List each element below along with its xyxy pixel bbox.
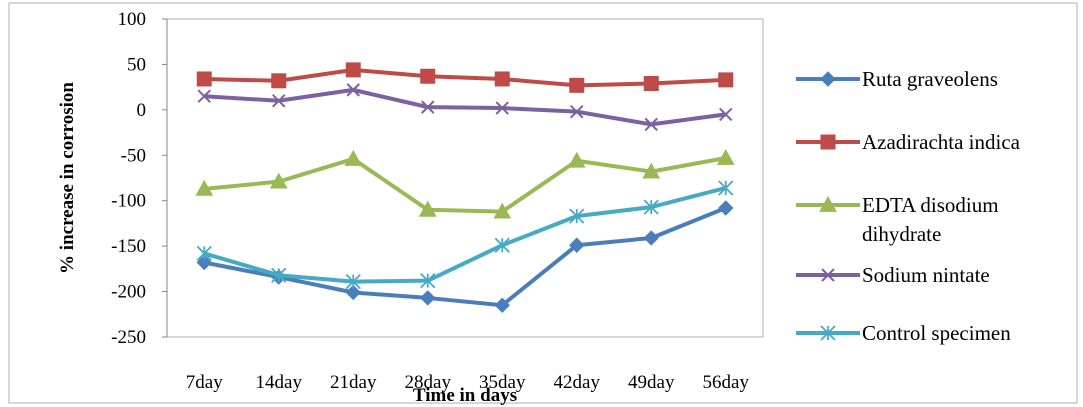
data-point — [567, 151, 586, 168]
data-point — [642, 162, 661, 179]
chart-frame — [8, 2, 1078, 404]
data-point — [272, 94, 286, 108]
y-tick-label: -100 — [111, 191, 146, 212]
data-point — [569, 237, 585, 253]
series-3 — [197, 83, 733, 132]
series-line — [204, 156, 727, 214]
data-point — [569, 208, 585, 224]
data-point — [718, 72, 734, 88]
series-1 — [196, 62, 734, 93]
series-4 — [196, 180, 734, 290]
x-tick-label: 7day — [186, 372, 223, 393]
legend-marker — [819, 195, 837, 212]
data-point — [643, 230, 659, 246]
data-point — [345, 273, 361, 290]
data-point — [420, 68, 436, 84]
legend-item: Sodium nintate — [796, 263, 990, 287]
series-line — [204, 87, 727, 127]
legend-label: Ruta graveolens — [862, 67, 998, 91]
data-point — [718, 200, 734, 216]
data-point — [269, 172, 288, 189]
data-point — [494, 297, 510, 313]
data-point — [718, 180, 734, 196]
legend-marker — [820, 134, 836, 150]
y-tick-label: 0 — [137, 100, 147, 121]
legend-label: EDTA disodium — [862, 193, 999, 217]
data-point — [346, 83, 360, 97]
data-point — [643, 199, 659, 215]
legend-label: Control specimen — [862, 321, 1011, 345]
x-tick-label: 21day — [330, 372, 377, 393]
data-point — [719, 107, 733, 122]
data-point — [494, 71, 510, 87]
data-point — [569, 77, 585, 93]
series-layer — [195, 62, 735, 313]
series-line — [204, 67, 726, 88]
data-point — [421, 100, 435, 114]
data-point — [345, 62, 361, 78]
data-point — [495, 101, 509, 115]
y-tick-label: 100 — [118, 9, 147, 30]
data-point — [420, 290, 436, 306]
legend-label: dihydrate — [862, 222, 941, 246]
legend-item: Control specimen — [796, 321, 1011, 345]
x-tick-label: 14day — [256, 372, 303, 393]
x-axis-title: Time in days — [413, 385, 517, 406]
data-point — [196, 71, 212, 87]
x-tick-label: 35day — [479, 372, 526, 393]
data-point — [494, 237, 510, 253]
data-point — [418, 200, 437, 217]
series-line — [203, 186, 727, 284]
series-line — [203, 206, 727, 308]
x-tick-label: 28day — [405, 372, 452, 393]
data-point — [644, 117, 658, 132]
legend-item: EDTA disodium dihydrate — [796, 193, 999, 246]
data-point — [271, 73, 287, 89]
y-tick-label: -50 — [121, 145, 146, 166]
x-tick-label: 49day — [628, 372, 675, 393]
data-point — [196, 245, 212, 262]
y-tick-label: 50 — [127, 54, 146, 75]
legend-label: Sodium nintate — [862, 263, 990, 287]
x-tick-label: 56day — [703, 372, 750, 393]
data-point — [197, 89, 211, 103]
legend-marker — [820, 325, 836, 341]
y-axis-ticks: 100 50 0 -50 -100 -150 -200 -250 — [111, 9, 167, 348]
legend: Ruta graveolens Azadirachta indica EDTA di… — [796, 67, 1021, 345]
legend-marker — [821, 268, 835, 282]
y-tick-label: -200 — [111, 282, 146, 303]
data-point — [345, 284, 361, 301]
data-point — [195, 179, 214, 196]
y-tick-label: -150 — [111, 236, 146, 257]
data-point — [420, 273, 436, 289]
data-point — [493, 202, 512, 219]
series-2 — [195, 148, 735, 219]
y-tick-label: -250 — [111, 327, 146, 348]
x-tick-label: 42day — [554, 372, 601, 393]
data-point — [271, 267, 287, 283]
legend-item: Azadirachta indica — [796, 130, 1021, 154]
data-point — [716, 148, 735, 165]
x-axis-ticks: 7day 14day 21day 28day 35day 42day 49day 56day — [186, 372, 750, 393]
y-axis-title: % increase in corrosion — [57, 82, 78, 274]
data-point — [643, 76, 659, 92]
data-point — [196, 254, 212, 271]
legend-marker — [820, 71, 836, 87]
data-point — [570, 104, 584, 119]
data-point — [344, 149, 363, 166]
legend-label: Azadirachta indica — [862, 130, 1021, 154]
legend-item: Ruta graveolens — [796, 67, 998, 91]
